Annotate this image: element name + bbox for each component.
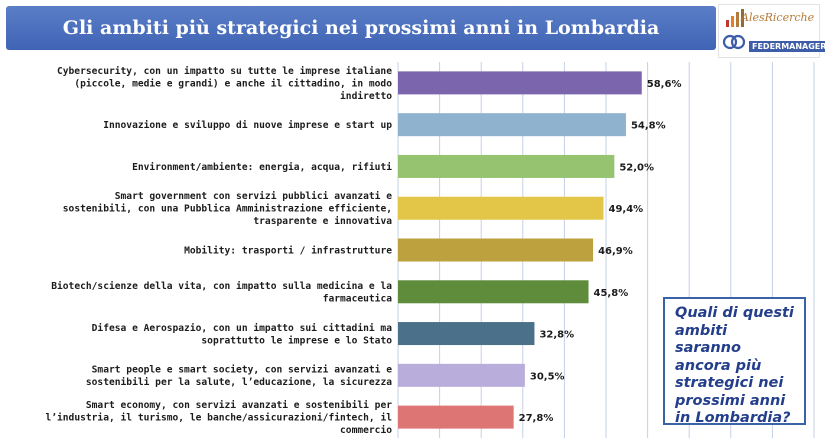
- bar: [398, 154, 615, 178]
- bar: [398, 363, 525, 387]
- bar: [398, 280, 589, 304]
- logo-ales-ricerche: AlesRicerche: [741, 11, 815, 24]
- value-label: 54,8%: [631, 121, 666, 132]
- bar: [398, 322, 535, 346]
- value-label: 27,8%: [519, 413, 554, 424]
- bar: [398, 405, 514, 429]
- logo-federmanager: FEDERMANAGER: [749, 41, 825, 52]
- value-label: 49,4%: [609, 204, 644, 215]
- category-label: Mobility: trasporti / infrastrutture: [184, 245, 392, 257]
- category-label: Smart people e smart society, con serviz…: [86, 364, 392, 389]
- category-label: Biotech/scienze della vita, con impatto …: [51, 280, 392, 305]
- value-label: 58,6%: [647, 79, 682, 90]
- category-label: Smart government con servizi pubblici av…: [63, 190, 392, 227]
- value-label: 45,8%: [594, 288, 629, 299]
- category-label: Environment/ambiente: energia, acqua, ri…: [132, 161, 392, 173]
- bar: [398, 71, 642, 95]
- value-label: 32,8%: [539, 330, 574, 341]
- value-label: 30,5%: [530, 371, 565, 382]
- interlocking-rings-logo-icon: [722, 34, 746, 50]
- page-title: Gli ambiti più strategici nei prossimi a…: [62, 17, 660, 39]
- question-callout: Quali di questi ambiti saranno ancora pi…: [663, 297, 806, 426]
- category-label: Cybersecurity, con un impatto su tutte l…: [57, 65, 392, 102]
- category-label: Innovazione e sviluppo di nuove imprese …: [103, 119, 392, 131]
- chart-value-labels: 58,6% 54,8% 52,0% 49,4% 46,9% 45,8% 32,8% 30,5%…: [519, 79, 682, 424]
- logo-box: AlesRicerche FEDERMANAGER: [718, 4, 825, 58]
- chart-bars: [398, 71, 642, 429]
- category-label: Smart economy, con servizi avanzati e so…: [45, 399, 392, 436]
- bar: [398, 238, 594, 262]
- bar: [398, 196, 604, 220]
- bar: [398, 113, 626, 137]
- bar-chart-logo-icon: [726, 9, 744, 27]
- category-label: Difesa e Aerospazio, con un impatto sui …: [92, 322, 393, 347]
- title-bar: Gli ambiti più strategici nei prossimi a…: [6, 6, 716, 50]
- header: Gli ambiti più strategici nei prossimi a…: [0, 0, 825, 62]
- callout-text: Quali di questi ambiti saranno ancora pi…: [675, 305, 794, 426]
- value-label: 46,9%: [598, 246, 633, 257]
- chart-category-labels: Cybersecurity, con un impatto su tutte l…: [45, 65, 392, 436]
- value-label: 52,0%: [619, 162, 654, 173]
